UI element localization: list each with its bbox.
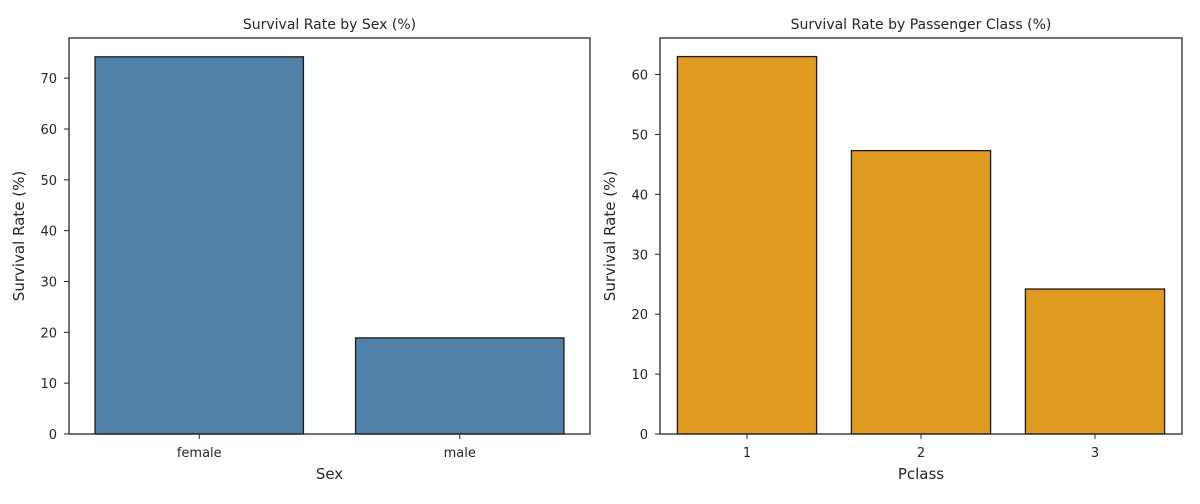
y-tick-label: 0 (640, 428, 648, 443)
bar-female (94, 56, 305, 435)
x-axis-label: Pclass (898, 465, 944, 483)
x-tick-label: 1 (743, 446, 751, 461)
bar-1 (676, 55, 818, 435)
chart-survival-by-pclass: Survival Rate by Passenger Class (%) 0 10 2… (601, 17, 1183, 483)
x-tick-label: 3 (1091, 446, 1099, 461)
y-tick-label: 60 (40, 123, 57, 138)
chart-title: Survival Rate by Passenger Class (%) (791, 17, 1052, 33)
bar-3 (1024, 288, 1166, 435)
y-tick-label: 20 (40, 326, 57, 341)
axes-frame (68, 37, 591, 435)
y-tick-label: 0 (49, 428, 57, 443)
bar-male (354, 337, 565, 435)
y-tick-label: 40 (40, 225, 57, 240)
y-tick-label: 60 (631, 69, 648, 84)
y-tick-label: 50 (631, 128, 648, 143)
y-tick-label: 70 (40, 72, 57, 87)
y-tick-label: 40 (631, 188, 648, 203)
x-axis-label: Sex (316, 465, 343, 483)
y-axis-label: Survival Rate (%) (10, 171, 28, 301)
y-tick-label: 30 (40, 275, 57, 290)
chart-survival-by-sex: Survival Rate by Sex (%) 0 10 20 30 40 50 60 70 f… (10, 17, 591, 483)
y-tick-label: 10 (40, 377, 57, 392)
x-tick-label: male (444, 446, 476, 461)
y-tick-label: 30 (631, 248, 648, 263)
x-tick-label: female (177, 446, 222, 461)
y-tick-label: 10 (631, 368, 648, 383)
x-tick-label: 2 (917, 446, 925, 461)
y-axis-label: Survival Rate (%) (601, 171, 619, 301)
chart-title: Survival Rate by Sex (%) (243, 17, 416, 33)
y-tick-label: 50 (40, 174, 57, 189)
bar-2 (850, 149, 992, 435)
y-tick-label: 20 (631, 308, 648, 323)
